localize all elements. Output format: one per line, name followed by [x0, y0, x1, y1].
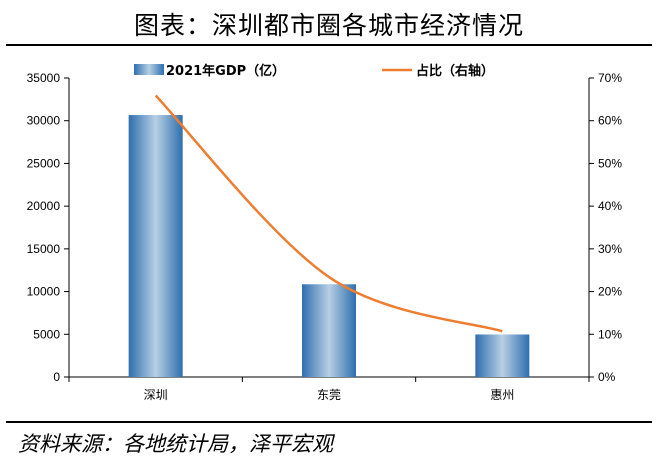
left-tick-label: 35000 — [27, 71, 61, 85]
right-tick-label: 10% — [598, 327, 622, 341]
bottom-rule — [6, 421, 652, 423]
left-tick-label: 25000 — [27, 156, 61, 170]
bars — [128, 115, 530, 377]
legend-gdp-label: 2021年GDP（亿） — [166, 63, 285, 79]
gdp-bar — [302, 284, 356, 377]
source-note: 资料来源：各地统计局，泽平宏观 — [18, 432, 333, 456]
left-tick-label: 0 — [53, 370, 60, 384]
left-tick-label: 20000 — [27, 199, 61, 213]
left-tick-label: 10000 — [27, 285, 61, 299]
gdp-bar — [128, 115, 183, 377]
legend-share-label: 占比（右轴） — [416, 63, 494, 79]
share-line — [154, 94, 503, 333]
gdp-bar — [475, 334, 530, 377]
left-tick-label: 15000 — [27, 242, 61, 256]
right-tick-label: 50% — [598, 156, 622, 170]
right-tick-label: 70% — [598, 71, 622, 85]
right-tick-label: 40% — [598, 199, 622, 213]
category-label: 东莞 — [317, 388, 341, 402]
right-tick-label: 20% — [598, 285, 622, 299]
lines — [154, 94, 503, 333]
top-rule — [6, 44, 652, 46]
legend: 2021年GDP（亿） 占比（右轴） — [134, 63, 494, 79]
chart-title: 图表：深圳都市圈各城市经济情况 — [133, 11, 524, 40]
left-tick-label: 30000 — [27, 114, 61, 128]
right-tick-label: 0% — [598, 370, 616, 384]
labels: 0 5000 10000 15000 20000 25000 30000 35000 0% 10%… — [27, 71, 623, 402]
legend-bar-swatch — [134, 64, 164, 75]
right-tick-label: 30% — [598, 242, 622, 256]
category-label: 惠州 — [490, 388, 514, 402]
category-label: 深圳 — [144, 388, 168, 402]
left-tick-label: 5000 — [33, 327, 60, 341]
right-tick-label: 60% — [598, 114, 622, 128]
